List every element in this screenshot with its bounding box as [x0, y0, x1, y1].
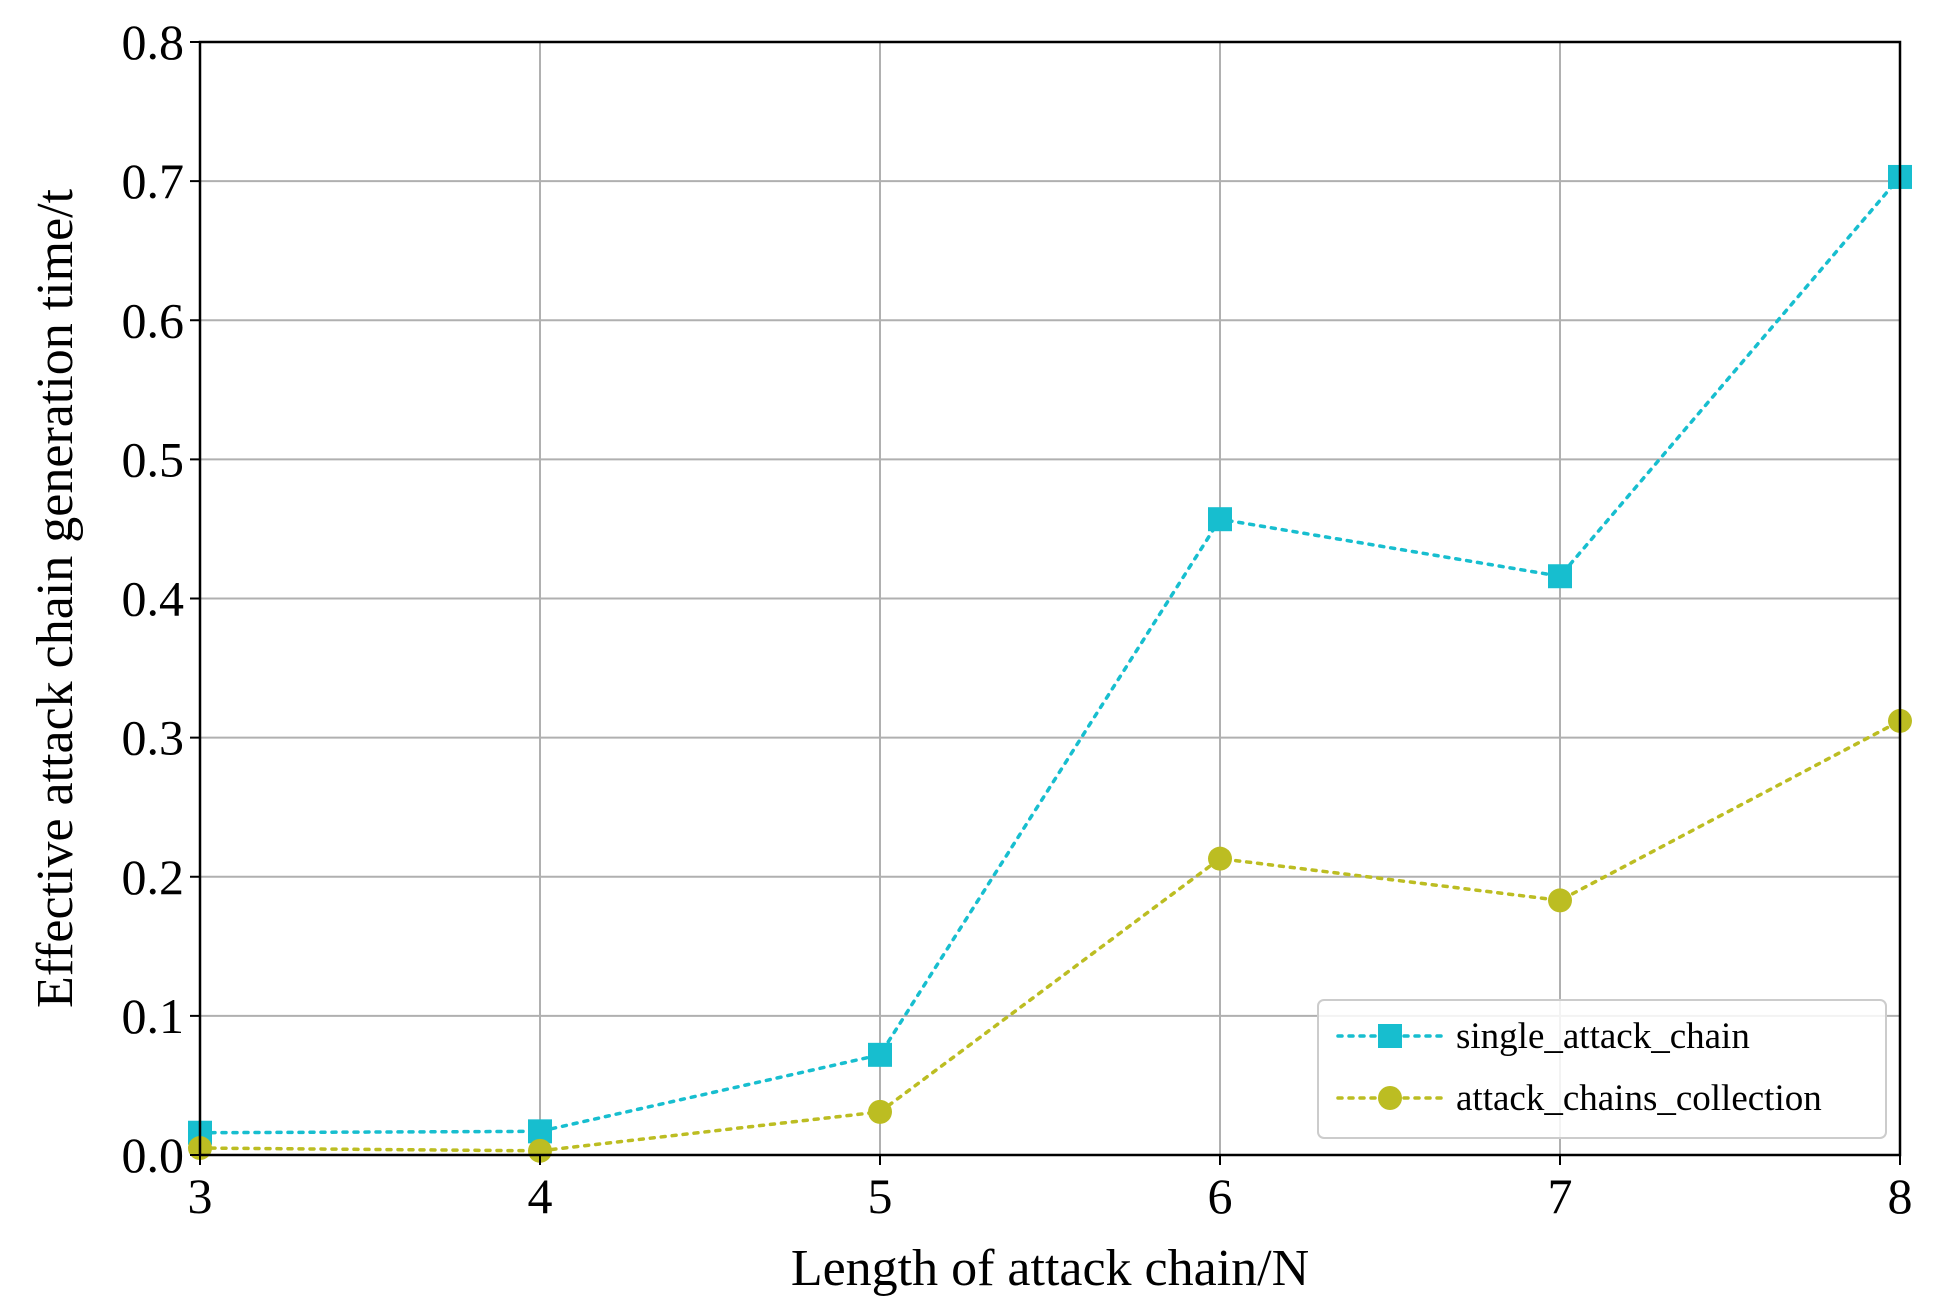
y-tick-label: 0.1 — [122, 988, 185, 1044]
x-tick-label: 8 — [1888, 1168, 1913, 1224]
legend-marker-square — [1378, 1024, 1402, 1048]
y-tick-label: 0.2 — [122, 849, 185, 905]
data-point-circle — [868, 1099, 892, 1124]
x-tick-label: 7 — [1548, 1168, 1573, 1224]
legend-label: attack_chains_collection — [1456, 1078, 1822, 1119]
x-tick-label: 4 — [528, 1168, 553, 1224]
data-point-circle — [1208, 846, 1232, 871]
series-line-attack_chains_collection — [198, 719, 1902, 1153]
data-point-square — [868, 1042, 892, 1067]
y-tick-label: 0.3 — [122, 710, 185, 766]
x-axis-title: Length of attack chain/N — [791, 1240, 1309, 1297]
x-tick-label: 3 — [188, 1168, 213, 1224]
y-tick-label: 0.0 — [122, 1127, 185, 1183]
y-tick-label: 0.8 — [122, 14, 185, 70]
legend-frame — [1317, 999, 1887, 1139]
legend-marker-circle — [1378, 1086, 1402, 1110]
series-line-single_attack_chain — [198, 175, 1902, 1135]
data-point-circle — [1548, 888, 1572, 913]
y-tick-label: 0.5 — [122, 431, 185, 487]
y-tick-label: 0.6 — [122, 292, 185, 348]
data-point-square — [1548, 564, 1572, 589]
y-tick-label: 0.7 — [122, 153, 185, 209]
legend: single_attack_chain attack_chains_collect… — [1317, 999, 1887, 1139]
y-tick-label: 0.4 — [122, 571, 185, 627]
grid-layer — [199, 41, 1901, 1156]
data-point-circle — [528, 1138, 552, 1163]
legend-label: single_attack_chain — [1456, 1016, 1750, 1057]
y-axis-title: Effective attack chain generation time/t — [27, 188, 84, 1008]
x-tick-label: 6 — [1208, 1168, 1233, 1224]
ticks-layer: 3 4 5 6 7 8 0.0 0.1 0.2 0.3 0.4 0.5 0.6 0.7 0.8 — [122, 14, 1913, 1224]
x-tick-label: 5 — [868, 1168, 893, 1224]
data-point-square — [1208, 507, 1232, 532]
